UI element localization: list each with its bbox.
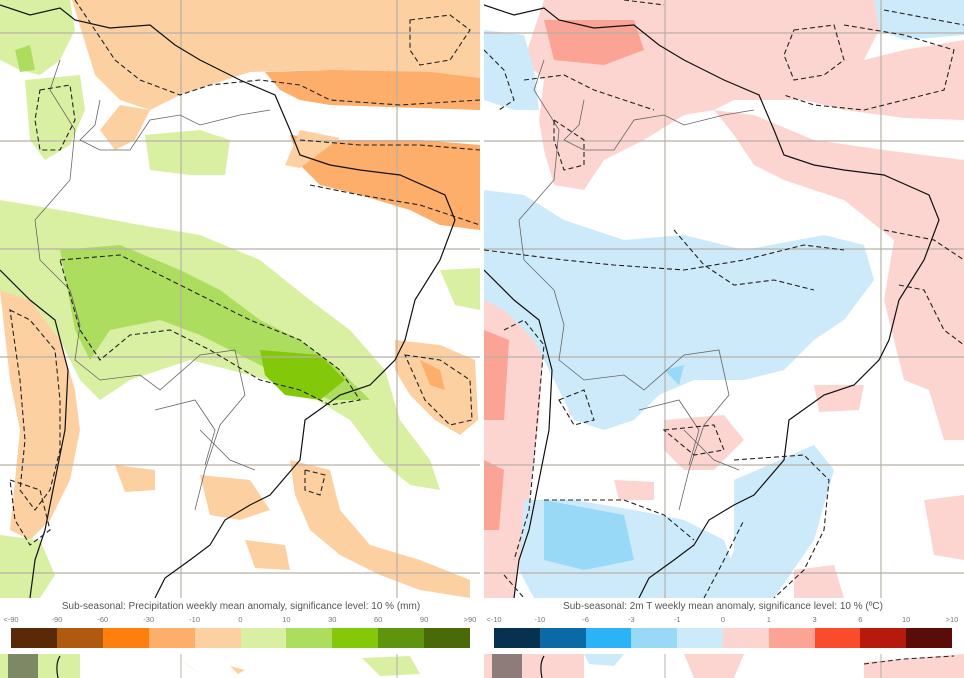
temp-tick: 10 [902, 615, 911, 624]
temp-tick: 0 [720, 615, 726, 624]
temp-tick: -1 [673, 615, 681, 624]
precip-tick: -30 [143, 615, 155, 624]
next-precip-map-preview [0, 654, 480, 678]
precip-tick: 60 [374, 615, 383, 624]
temp-map-graphic [484, 0, 964, 598]
temp-tick: <-10 [486, 615, 502, 624]
grid-lines [484, 0, 964, 598]
country-borders [34, 59, 271, 511]
precip-color-swatch [240, 628, 287, 648]
temp-color-swatch [860, 628, 907, 648]
temp-tick: -3 [628, 615, 635, 624]
precip-tick: 30 [328, 615, 337, 624]
temp-legend-title: Sub-seasonal: 2m T weekly mean anomaly, … [563, 601, 883, 612]
significance-contours [9, 0, 480, 546]
temp-color-swatch [631, 628, 678, 648]
precip-tick: <-90 [3, 615, 19, 624]
precip-tick: 0 [238, 615, 243, 624]
grid-lines [0, 0, 480, 598]
significance-contours [484, 0, 964, 598]
precip-tick: 10 [282, 615, 291, 624]
precip-tick: >90 [463, 615, 477, 624]
precip-color-swatch [194, 628, 241, 648]
precip-color-swatch [102, 628, 149, 648]
next-temp-map-preview [484, 654, 964, 678]
precip-color-swatch [378, 628, 425, 648]
precip-legend-ticks: <-90 -90 -60 -30 -10 0 10 30 60 90 >90 [3, 615, 476, 625]
precip-tick: -60 [97, 615, 109, 624]
precip-tick: -10 [189, 615, 201, 624]
country-borders [518, 59, 755, 511]
precip-legend-title: Sub-seasonal: Precipitation weekly mean … [61, 601, 421, 612]
temp-color-swatch [814, 628, 861, 648]
precip-color-swatch [56, 628, 103, 648]
precip-color-swatch [148, 628, 195, 648]
temp-tick: -10 [534, 615, 546, 624]
temp-color-swatch [585, 628, 632, 648]
temp-tick: 1 [766, 615, 771, 624]
precip-color-swatch [332, 628, 379, 648]
temp-tick: 6 [858, 615, 863, 624]
temp-tick: -6 [582, 615, 589, 624]
temp-tick: 3 [812, 615, 817, 624]
temp-tick: >10 [945, 615, 959, 624]
temp-anomaly-map [484, 0, 964, 598]
precip-colorbar [11, 628, 471, 648]
temp-color-swatch [677, 628, 723, 648]
temp-color-swatch [906, 628, 952, 648]
precip-tick: -90 [51, 615, 63, 624]
precip-color-swatch [424, 628, 471, 648]
temp-color-swatch [722, 628, 769, 648]
coastlines [484, 4, 940, 598]
precip-anomaly-map [0, 0, 480, 598]
precip-color-swatch [11, 628, 57, 648]
precip-tick: 90 [419, 615, 429, 624]
temp-color-swatch [494, 628, 540, 648]
coastlines [0, 4, 456, 598]
precip-color-swatch [286, 628, 333, 648]
temp-colorbar [494, 628, 952, 648]
temp-color-swatch [768, 628, 815, 648]
temp-legend-ticks: <-10 -10 -6 -3 -1 0 1 3 6 10 >10 [486, 615, 958, 625]
precip-map-graphic [0, 0, 480, 598]
temp-color-swatch [539, 628, 586, 648]
